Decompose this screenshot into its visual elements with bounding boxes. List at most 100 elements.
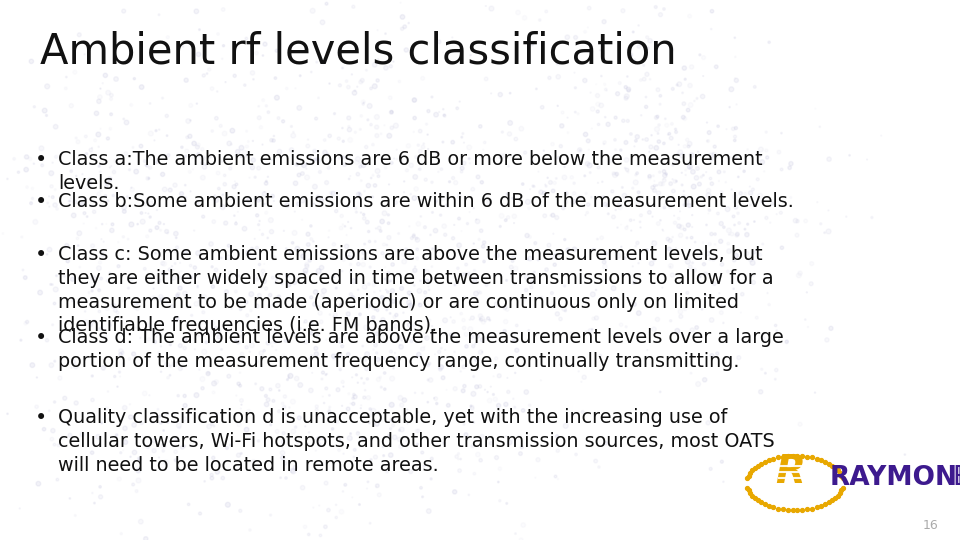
Circle shape	[130, 278, 133, 280]
Circle shape	[285, 248, 287, 249]
Circle shape	[364, 243, 366, 245]
Circle shape	[258, 264, 260, 266]
Circle shape	[202, 311, 204, 314]
Circle shape	[621, 246, 622, 247]
Circle shape	[182, 417, 186, 421]
Text: Class a:The ambient emissions are 6 dB or more below the measurement
levels.: Class a:The ambient emissions are 6 dB o…	[58, 150, 762, 193]
Circle shape	[708, 153, 713, 158]
Circle shape	[213, 425, 215, 427]
Circle shape	[35, 405, 38, 409]
Circle shape	[351, 74, 352, 75]
Circle shape	[316, 61, 318, 63]
Circle shape	[369, 422, 371, 424]
Circle shape	[153, 422, 154, 423]
Circle shape	[630, 133, 633, 136]
Circle shape	[105, 185, 108, 188]
Circle shape	[606, 204, 610, 207]
Circle shape	[360, 180, 362, 181]
Circle shape	[287, 282, 291, 287]
Circle shape	[224, 221, 228, 225]
Circle shape	[359, 504, 360, 505]
Circle shape	[775, 368, 778, 372]
Circle shape	[277, 150, 282, 154]
Circle shape	[277, 410, 280, 413]
Circle shape	[30, 363, 35, 368]
Circle shape	[400, 300, 401, 301]
Circle shape	[397, 336, 401, 340]
Circle shape	[737, 176, 739, 178]
Circle shape	[586, 161, 589, 166]
Circle shape	[524, 288, 528, 292]
Circle shape	[163, 224, 164, 225]
Circle shape	[134, 327, 136, 328]
Circle shape	[419, 129, 422, 133]
Circle shape	[705, 294, 707, 295]
Circle shape	[70, 198, 71, 199]
Circle shape	[137, 302, 138, 305]
Circle shape	[409, 295, 410, 296]
Circle shape	[679, 225, 684, 230]
Circle shape	[596, 238, 598, 240]
Circle shape	[277, 295, 280, 298]
Circle shape	[426, 320, 428, 321]
Circle shape	[348, 436, 352, 441]
Circle shape	[330, 257, 331, 258]
Circle shape	[397, 437, 401, 441]
Circle shape	[722, 195, 723, 197]
Circle shape	[123, 406, 127, 410]
Circle shape	[355, 211, 357, 213]
Circle shape	[413, 98, 417, 102]
Circle shape	[199, 29, 201, 30]
Circle shape	[58, 376, 62, 380]
Circle shape	[374, 125, 378, 129]
Circle shape	[149, 216, 152, 218]
Circle shape	[184, 155, 187, 157]
Circle shape	[325, 374, 326, 375]
Circle shape	[177, 292, 180, 295]
Circle shape	[442, 224, 446, 228]
Circle shape	[699, 275, 701, 278]
Circle shape	[639, 214, 642, 217]
Text: •: •	[35, 150, 47, 170]
Circle shape	[468, 158, 470, 159]
Circle shape	[329, 314, 330, 315]
Circle shape	[611, 190, 613, 193]
Circle shape	[377, 59, 379, 60]
Circle shape	[308, 388, 313, 393]
Circle shape	[684, 78, 686, 80]
Circle shape	[431, 181, 433, 184]
Circle shape	[403, 181, 405, 182]
Circle shape	[216, 171, 220, 175]
Circle shape	[120, 451, 122, 454]
Circle shape	[614, 116, 617, 119]
Circle shape	[597, 166, 600, 169]
Circle shape	[307, 443, 309, 446]
Circle shape	[735, 234, 738, 237]
Circle shape	[51, 428, 55, 433]
Circle shape	[651, 134, 652, 136]
Circle shape	[586, 211, 588, 214]
Circle shape	[515, 372, 516, 374]
Circle shape	[687, 83, 692, 88]
Circle shape	[174, 450, 178, 454]
Circle shape	[602, 19, 606, 24]
Circle shape	[201, 176, 205, 180]
Circle shape	[480, 180, 484, 184]
Circle shape	[234, 340, 236, 342]
Circle shape	[589, 172, 591, 173]
Circle shape	[129, 222, 133, 227]
Circle shape	[310, 355, 312, 356]
Circle shape	[727, 270, 730, 273]
Circle shape	[76, 176, 77, 177]
Circle shape	[871, 217, 873, 219]
Circle shape	[683, 195, 684, 197]
Circle shape	[335, 420, 339, 423]
Circle shape	[91, 290, 93, 292]
Circle shape	[574, 36, 578, 39]
Circle shape	[588, 329, 592, 333]
Circle shape	[711, 258, 715, 261]
Circle shape	[351, 402, 355, 406]
Circle shape	[612, 160, 613, 162]
Circle shape	[747, 148, 748, 150]
Circle shape	[138, 457, 141, 461]
